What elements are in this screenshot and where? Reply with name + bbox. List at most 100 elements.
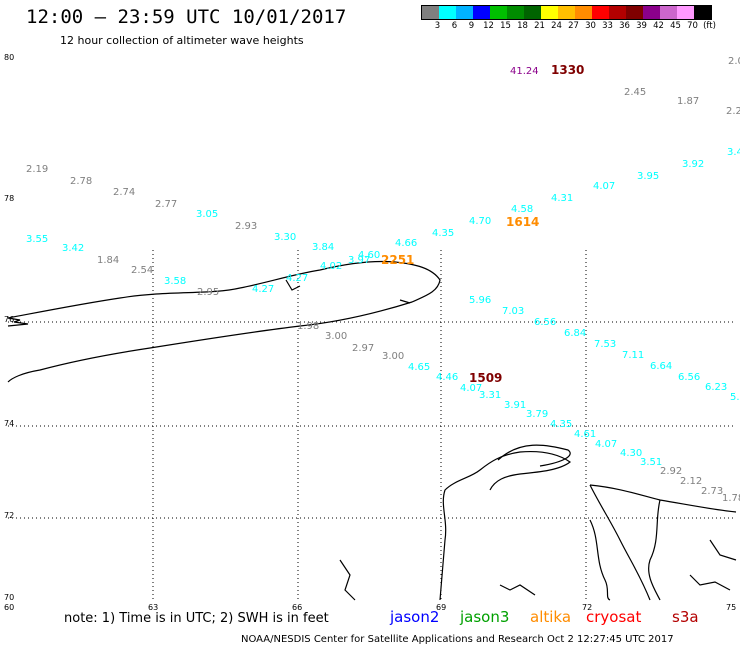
scale-swatch [609,6,626,19]
wave-height-value: 7.11 [622,350,644,361]
scale-swatch [694,6,711,19]
wave-height-value: 3.95 [637,171,659,182]
legend-jason2: jason2 [390,608,440,626]
note-text: note: 1) Time is in UTC; 2) SWH is in fe… [64,611,329,626]
wave-height-value: 4.58 [511,204,533,215]
wave-height-value: 4.35 [550,419,572,430]
scale-label: 42 [653,21,664,31]
scale-swatch [473,6,490,19]
wave-height-value: 1.78 [722,493,740,504]
latitude-label: 72 [4,511,14,520]
wave-height-value: 4.35 [432,228,454,239]
longitude-label: 75 [726,603,736,612]
wave-height-value: 7.53 [594,339,616,350]
scale-label: 33 [602,21,613,31]
wave-height-value: 4.07 [593,181,615,192]
wave-height-value: 3.97 [348,255,370,266]
legend-s3a: s3a [672,608,699,626]
scale-swatch [507,6,524,19]
wave-height-value: 3.84 [312,242,334,253]
wave-height-value: 4.60 [358,250,380,261]
scale-swatch [677,6,694,19]
wave-height-value: 6.56 [534,317,556,328]
scale-swatch [422,6,439,19]
scale-label: 6 [451,21,458,31]
wave-height-value: 4.30 [620,448,642,459]
page-title: 12:00 – 23:59 UTC 10/01/2017 [26,6,347,28]
page-subtitle: 12 hour collection of altimeter wave hei… [60,34,304,47]
wave-height-value: 4.70 [469,216,491,227]
latitude-label: 76 [4,315,14,324]
wave-height-value: 2.19 [26,164,48,175]
scale-label: 18 [517,21,528,31]
time-label: 1614 [506,215,539,229]
scale-label: (ft) [703,21,716,31]
wave-height-value: 3.00 [325,331,347,342]
wave-height-value: 3.58 [164,276,186,287]
wave-height-value: 41.24 [510,66,539,77]
time-label: 1509 [469,371,502,385]
wave-height-value: 4.27 [252,284,274,295]
scale-label: 12 [483,21,494,31]
scale-label: 15 [500,21,511,31]
wave-height-value: 3.92 [682,159,704,170]
scale-swatch [558,6,575,19]
wave-height-value: 6.23 [705,382,727,393]
wave-height-value: 3.55 [26,234,48,245]
coastline [7,260,737,601]
wave-height-value: 2.12 [680,476,702,487]
wave-height-value: 2.92 [660,466,682,477]
longitude-label: 72 [582,603,592,612]
longitude-label: 66 [292,603,302,612]
wave-height-value: 5. [730,392,740,403]
scale-swatch [592,6,609,19]
wave-height-value: 4.66 [395,238,417,249]
wave-height-value: 4.65 [408,362,430,373]
wave-height-value: 3.79 [526,409,548,420]
legend-jason3: jason3 [460,608,510,626]
time-label: 2251 [381,253,414,267]
wave-height-value: 3.31 [479,390,501,401]
wave-height-value: 2.54 [131,265,153,276]
wave-height-value: 4.02 [320,261,342,272]
longitude-label: 60 [4,603,14,612]
scale-swatch [541,6,558,19]
wave-height-value: 2.78 [70,176,92,187]
map-gridlines [8,250,736,600]
scale-label: 45 [670,21,681,31]
wave-height-value: 3.00 [382,351,404,362]
wave-height-value: 1.84 [97,255,119,266]
color-scale-bar [421,5,712,20]
scale-label: 30 [585,21,596,31]
wave-height-value: 3.30 [274,232,296,243]
wave-height-value: 2.97 [352,343,374,354]
scale-swatch [660,6,677,19]
scale-label: 9 [468,21,475,31]
wave-height-value: 3.4 [727,147,740,158]
wave-height-value: 3.05 [196,209,218,220]
scale-label: 27 [568,21,579,31]
longitude-label: 63 [148,603,158,612]
latitude-label: 74 [4,419,14,428]
latitude-label: 70 [4,593,14,602]
wave-height-value: 2.93 [235,221,257,232]
scale-swatch [490,6,507,19]
wave-height-value: 2.77 [155,199,177,210]
wave-height-value: 7.03 [502,306,524,317]
scale-label: 70 [687,21,698,31]
scale-swatch [626,6,643,19]
footer-credit: NOAA/NESDIS Center for Satellite Applica… [241,634,674,645]
legend-cryosat: cryosat [586,608,642,626]
scale-swatch [643,6,660,19]
scale-swatch [575,6,592,19]
longitude-label: 69 [436,603,446,612]
wave-height-value: 1.87 [677,96,699,107]
wave-height-value: 4.07 [460,383,482,394]
wave-height-value: 4.46 [436,372,458,383]
scale-swatch [456,6,473,19]
wave-height-value: 1.98 [297,321,319,332]
scale-label: 24 [551,21,562,31]
wave-height-value: 2.0 [728,56,740,67]
wave-height-value: 4.31 [551,193,573,204]
